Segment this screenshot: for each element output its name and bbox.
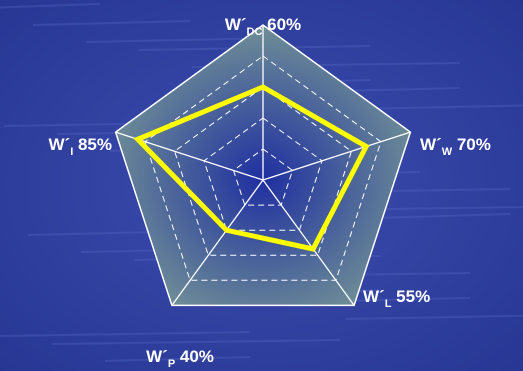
axis-labels: W´DC 60%W´W 70%W´L 55%W´P 40%W´I 85%: [48, 15, 490, 370]
background-streak: [350, 104, 523, 110]
axis-label-p: W´P 40%: [146, 347, 214, 370]
grid-ring: [144, 55, 382, 281]
grid-ring: [203, 117, 323, 231]
axis-label-percent: 85%: [73, 135, 112, 154]
axis-label-percent: 60%: [262, 15, 301, 34]
axis-label-percent: 40%: [175, 347, 214, 366]
axis-label-subscript: I: [70, 146, 73, 158]
axis-label-base: W´: [48, 135, 70, 154]
axis-label-dc: W´DC 60%: [225, 15, 301, 38]
axis-label-base: W´: [225, 15, 247, 34]
axis-label-subscript: P: [168, 358, 175, 370]
axis-label-subscript: DC: [247, 26, 263, 38]
background-streak: [32, 20, 191, 26]
axis-label-percent: 55%: [391, 287, 430, 306]
background-streak: [0, 331, 251, 337]
grid-ring: [174, 86, 352, 256]
background-streak: [374, 213, 511, 219]
axis-spoke: [262, 179, 355, 306]
background-streak: [104, 356, 251, 362]
axis-label-i: W´I 85%: [48, 135, 112, 158]
axis-label-l: W´L 55%: [363, 287, 430, 310]
grid-ring: [232, 148, 294, 206]
axis-label-subscript: L: [385, 298, 392, 310]
background-streak: [345, 314, 523, 320]
axis-label-base: W´: [363, 287, 385, 306]
axis-label-base: W´: [146, 347, 168, 366]
grid-rings: [144, 55, 382, 281]
axis-spoke: [171, 179, 264, 306]
background-streak: [51, 339, 341, 345]
axis-label-w: W´W 70%: [420, 135, 491, 158]
axis-label-base: W´: [420, 135, 442, 154]
series-polygon: [133, 84, 370, 252]
axis-label-subscript: W: [442, 146, 453, 158]
axis-label-percent: 70%: [452, 135, 491, 154]
background-streak: [0, 3, 101, 9]
axis-spoke: [262, 131, 411, 181]
